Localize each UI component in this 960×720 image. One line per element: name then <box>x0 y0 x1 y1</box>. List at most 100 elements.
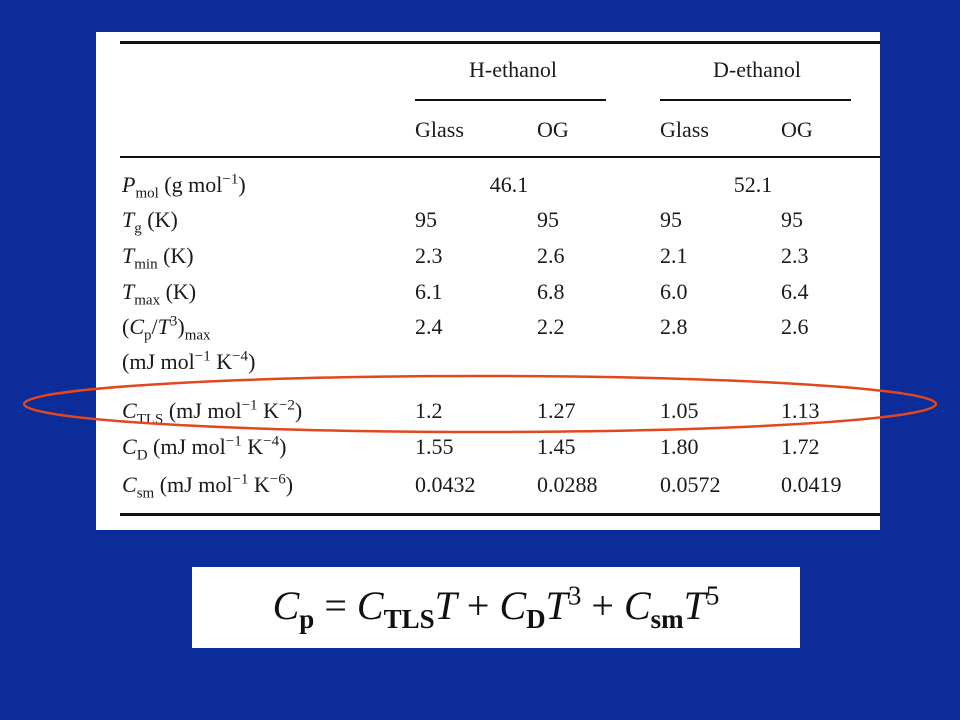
cell: 1.27 <box>537 398 576 423</box>
subscript: min <box>134 256 158 273</box>
superscript: 5 <box>705 580 720 611</box>
subscript: TLS <box>383 604 435 634</box>
cell: 0.0432 <box>415 472 476 497</box>
text: K <box>210 349 233 374</box>
text: (K) <box>141 207 178 232</box>
row-label: Pmol (g mol−1) <box>122 170 246 202</box>
header-rule <box>120 156 880 158</box>
superscript: 3 <box>567 580 582 611</box>
text: ) <box>248 349 256 374</box>
text: ) <box>177 314 185 339</box>
column-header: OG <box>537 117 569 142</box>
cell: 1.2 <box>415 398 443 423</box>
group-header: H-ethanol <box>469 57 557 82</box>
formula-box: Cp = CTLST + CDT3 + CsmT5 <box>192 567 800 648</box>
subscript: p <box>144 327 152 344</box>
row-label: Tmax (K) <box>122 277 196 309</box>
subscript: sm <box>650 604 684 634</box>
cell: 95 <box>660 207 682 232</box>
column-header: Glass <box>660 117 709 142</box>
subscript: p <box>299 604 315 634</box>
cell: 1.72 <box>781 434 820 459</box>
subscript: D <box>136 447 148 464</box>
cell: 95 <box>781 207 803 232</box>
cell: 0.0288 <box>537 472 598 497</box>
cell: 2.3 <box>781 243 809 268</box>
text: ) <box>285 472 294 497</box>
superscript: −1 <box>241 397 258 414</box>
text: K <box>241 434 264 459</box>
subscript: mol <box>135 185 159 202</box>
subscript: max <box>134 292 161 309</box>
symbol: T <box>122 207 135 232</box>
table: H-ethanol D-ethanol Glass OG Glass OG Pmol (g … <box>96 32 880 530</box>
row-label: CTLS (mJ mol−1 K−2) <box>122 396 303 427</box>
merged-cell: 52.1 <box>733 172 773 197</box>
symbol: T <box>545 583 568 628</box>
cell: 2.6 <box>537 243 565 268</box>
text: (mJ mol <box>122 349 195 374</box>
top-rule <box>120 41 880 44</box>
subscript: D <box>526 604 546 634</box>
cell: 2.3 <box>415 243 443 268</box>
cell: 6.8 <box>537 279 565 304</box>
superscript: −6 <box>269 471 286 488</box>
cell: 1.45 <box>537 434 576 459</box>
symbol: T <box>122 279 135 304</box>
symbol: C <box>499 583 527 628</box>
cell: 0.0572 <box>660 472 721 497</box>
cell: 6.0 <box>660 279 688 304</box>
symbol: T <box>434 583 457 628</box>
cell: 2.6 <box>781 314 809 339</box>
text: = <box>314 583 357 628</box>
symbol: C <box>356 583 384 628</box>
symbol: C <box>623 583 651 628</box>
symbol: T <box>157 314 170 339</box>
row-label: Tg (K) <box>122 205 178 236</box>
superscript: −2 <box>278 397 295 414</box>
superscript: −1 <box>222 171 239 188</box>
text: ( <box>122 314 130 339</box>
symbol: P <box>122 172 136 197</box>
row-label: Tmin (K) <box>122 241 194 273</box>
cell: 95 <box>415 207 437 232</box>
text: ) <box>238 172 246 197</box>
text: ) <box>279 434 287 459</box>
text: K <box>257 398 279 423</box>
superscript: −1 <box>194 348 211 365</box>
text: + <box>581 583 624 628</box>
cell: 95 <box>537 207 559 232</box>
subscript: max <box>184 327 211 344</box>
symbol: C <box>122 434 137 459</box>
cell: 1.05 <box>660 398 699 423</box>
cell: 2.1 <box>660 243 688 268</box>
highlight-ellipse <box>22 374 938 434</box>
cell: 1.55 <box>415 434 454 459</box>
cell: 1.13 <box>781 398 820 423</box>
group-rule <box>415 99 606 101</box>
symbol: T <box>122 243 135 268</box>
cell: 2.8 <box>660 314 688 339</box>
formula: Cp = CTLST + CDT3 + CsmT5 <box>192 580 800 634</box>
group-header: D-ethanol <box>713 57 801 82</box>
text: K <box>248 472 270 497</box>
row-label: CD (mJ mol−1 K−4) <box>122 432 287 464</box>
row-label: Csm (mJ mol−1 K−6) <box>122 470 294 501</box>
text: (mJ mol <box>154 472 233 497</box>
text: (mJ mol <box>147 434 226 459</box>
merged-cell: 46.1 <box>489 172 529 197</box>
cell: 2.4 <box>415 314 443 339</box>
cell: 1.80 <box>660 434 699 459</box>
row-label: (Cp/T3)max <box>122 312 211 344</box>
text: ) <box>294 398 303 423</box>
cell: 0.0419 <box>781 472 842 497</box>
bottom-rule <box>120 513 880 516</box>
text: / <box>151 314 158 339</box>
group-rule <box>660 99 851 101</box>
superscript: −1 <box>225 433 242 450</box>
symbol: C <box>129 314 145 339</box>
symbol: C <box>272 583 300 628</box>
symbol: C <box>122 472 137 497</box>
